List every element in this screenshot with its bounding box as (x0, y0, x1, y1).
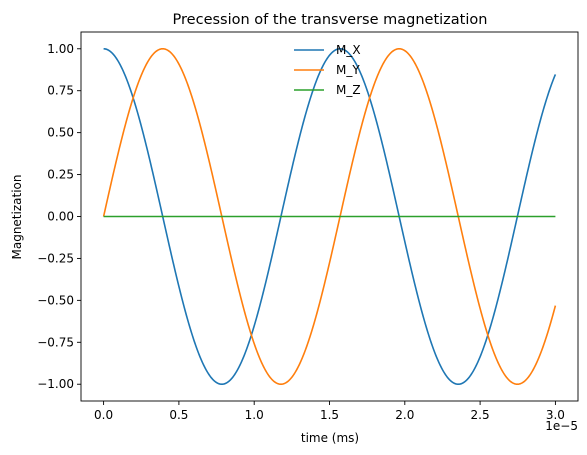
legend-label: M_Y (336, 63, 360, 77)
x-tick-label: 2.0 (395, 408, 414, 422)
chart-title: Precession of the transverse magnetizati… (173, 12, 488, 28)
x-tick-label: 1.5 (320, 408, 339, 422)
x-tick-label: 2.5 (471, 408, 490, 422)
series-layer (102, 47, 557, 386)
series-line-m-x (103, 47, 557, 386)
y-axis-label: Magnetization (10, 175, 24, 260)
legend: M_X M_Y M_Z (294, 43, 361, 97)
legend-label: M_Z (336, 83, 361, 97)
x-axis-offset-label: 1e−5 (545, 419, 578, 433)
y-tick-label: 0.00 (47, 210, 74, 224)
y-tick-label: −0.25 (37, 251, 74, 265)
x-axis-ticks: 0.0 0.5 1.0 1.5 2.0 2.5 3.0 (94, 401, 565, 422)
y-tick-label: 1.00 (47, 42, 74, 56)
x-tick-label: 0.0 (94, 408, 113, 422)
y-tick-label: 0.75 (47, 84, 74, 98)
y-tick-label: −1.00 (37, 377, 74, 391)
x-tick-label: 1.0 (245, 408, 264, 422)
y-tick-label: 0.50 (47, 126, 74, 140)
x-tick-label: 3.0 (546, 408, 565, 422)
x-tick-label: 0.5 (169, 408, 188, 422)
series-line-m-y (102, 47, 557, 386)
y-tick-label: −0.50 (37, 293, 74, 307)
y-axis-ticks: −1.00 −0.75 −0.50 −0.25 0.00 0.25 0.50 0.75 1.00 (37, 42, 81, 391)
y-tick-label: 0.25 (47, 168, 74, 182)
x-axis-label: time (ms) (301, 431, 359, 445)
y-tick-label: −0.75 (37, 335, 74, 349)
legend-label: M_X (336, 43, 361, 57)
